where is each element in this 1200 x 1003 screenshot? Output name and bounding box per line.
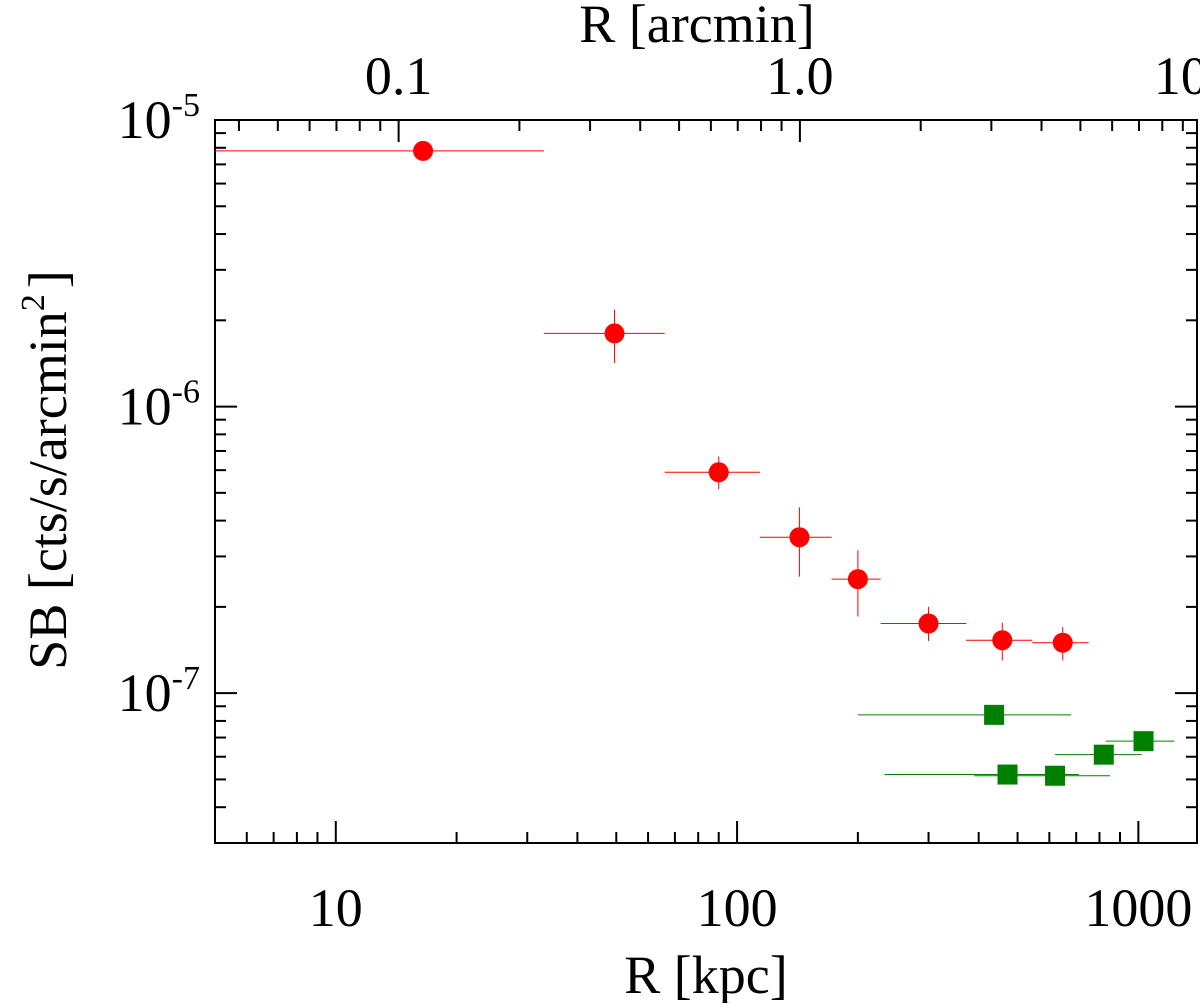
top-x-tick-label: 10.0: [1154, 46, 1200, 106]
x-tick-label: 100: [697, 878, 778, 938]
x-tick-label: 1000: [1084, 878, 1192, 938]
x-axis-title: R [kpc]: [624, 945, 787, 1003]
data-point-circle: [847, 569, 868, 590]
minor-ticks: [214, 120, 1184, 843]
data-point-circle: [708, 462, 729, 483]
data-point-circle: [604, 323, 625, 344]
data-point-circle: [992, 630, 1013, 651]
y-tick-label-exp: -7: [172, 660, 200, 697]
y-tick-label-exp: -6: [172, 374, 200, 411]
series-green: [857, 704, 1175, 786]
y-tick-label-exp: -5: [172, 87, 200, 124]
data-point-square: [1093, 744, 1114, 765]
y-tick-label-base: 10: [118, 377, 172, 437]
top-x-tick-label: 1.0: [766, 46, 834, 106]
y-axis-title-main: SB [cts/s/arcmin: [18, 311, 78, 669]
y-axis-title: SB [cts/s/arcmin2]: [15, 270, 78, 669]
data-point-square: [997, 764, 1018, 785]
plot-frame: [214, 119, 1198, 844]
y-tick-label: 10-7: [118, 660, 200, 723]
data-point-circle: [789, 527, 810, 548]
y-tick-label: 10-5: [118, 87, 200, 150]
y-tick-label: 10-6: [118, 374, 200, 437]
y-tick-label-base: 10: [118, 663, 172, 723]
major-ticks: [215, 119, 1197, 844]
series-layer: [215, 140, 1175, 786]
x-tick-label: 10: [309, 878, 363, 938]
top-x-tick-label: 0.1: [365, 46, 433, 106]
data-point-square: [1133, 731, 1154, 752]
y-axis-title-close: ]: [18, 270, 78, 288]
data-point-square: [1045, 765, 1066, 786]
data-point-square: [984, 704, 1005, 725]
y-tick-label-base: 10: [118, 90, 172, 150]
data-point-circle: [1052, 632, 1073, 653]
data-point-circle: [413, 140, 434, 161]
data-point-circle: [918, 613, 939, 634]
y-axis-title-sup: 2: [15, 294, 52, 311]
series-red: [215, 140, 1089, 661]
top-x-axis-title: R [arcmin]: [579, 0, 814, 54]
